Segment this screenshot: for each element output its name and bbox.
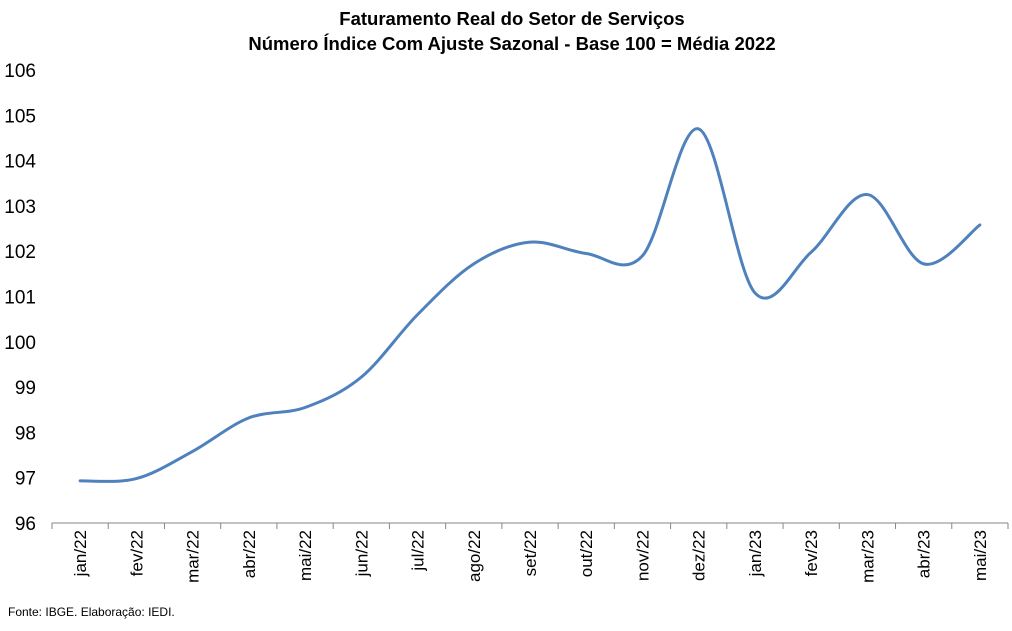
data-point — [753, 291, 757, 295]
x-tick-label: set/22 — [521, 530, 540, 576]
y-tick-label: 104 — [4, 152, 36, 173]
x-tick-label: jul/22 — [409, 530, 428, 572]
data-point — [978, 223, 982, 227]
data-point — [134, 477, 138, 481]
x-tick-label: out/22 — [577, 530, 596, 577]
x-tick-label: abr/22 — [240, 530, 259, 578]
y-tick-label: 106 — [4, 61, 36, 82]
data-point — [697, 127, 701, 131]
x-tick-label: fev/22 — [127, 530, 146, 576]
x-tick-label: jun/22 — [352, 530, 371, 577]
x-tick-label: abr/23 — [915, 530, 934, 578]
x-tick-label: jan/23 — [746, 530, 765, 577]
source-note: Fonte: IBGE. Elaboração: IEDI. — [8, 605, 175, 619]
y-tick-label: 105 — [4, 106, 36, 127]
y-tick-label: 96 — [15, 514, 36, 535]
data-point — [865, 193, 869, 197]
x-tick-label: mar/22 — [184, 530, 203, 583]
data-point — [922, 262, 926, 266]
data-point — [809, 250, 813, 254]
data-point — [359, 375, 363, 379]
data-point — [528, 240, 532, 244]
y-tick-label: 99 — [15, 378, 36, 399]
data-point — [247, 416, 251, 420]
data-point — [303, 405, 307, 409]
chart-title-line-1: Faturamento Real do Setor de Serviços — [339, 8, 685, 29]
y-tick-label: 97 — [15, 469, 36, 490]
series-line — [78, 127, 982, 483]
data-point — [78, 479, 82, 483]
x-axis-tick-marks — [51, 523, 1009, 529]
y-tick-label: 100 — [4, 333, 36, 354]
data-point — [640, 254, 644, 258]
x-tick-label: fev/23 — [802, 530, 821, 576]
x-axis-tick-labels: jan/22 fev/22 mar/22 abr/22 mai/22 jun/22 jul/… — [71, 530, 990, 583]
x-tick-label: dez/22 — [690, 530, 709, 581]
x-tick-label: mai/22 — [296, 530, 315, 581]
data-point — [584, 251, 588, 255]
y-tick-label: 102 — [4, 242, 36, 263]
data-point — [416, 313, 420, 317]
data-point — [191, 449, 195, 453]
y-axis-tick-labels: 96 97 98 99 100 101 102 103 104 105 106 — [4, 61, 36, 535]
data-points — [78, 127, 982, 483]
y-tick-label: 101 — [4, 288, 36, 309]
x-tick-label: jan/22 — [71, 530, 90, 577]
x-tick-label: ago/22 — [465, 530, 484, 582]
chart-title: Faturamento Real do Setor de Serviços Nú… — [0, 6, 1012, 56]
data-point — [472, 262, 476, 266]
x-tick-label: mar/23 — [858, 530, 877, 583]
x-tick-label: nov/22 — [633, 530, 652, 581]
chart-subtitle: Número Índice Com Ajuste Sazonal - Base … — [248, 33, 776, 54]
y-tick-label: 103 — [4, 197, 36, 218]
y-tick-label: 98 — [15, 423, 36, 444]
x-tick-label: mai/23 — [971, 530, 990, 581]
